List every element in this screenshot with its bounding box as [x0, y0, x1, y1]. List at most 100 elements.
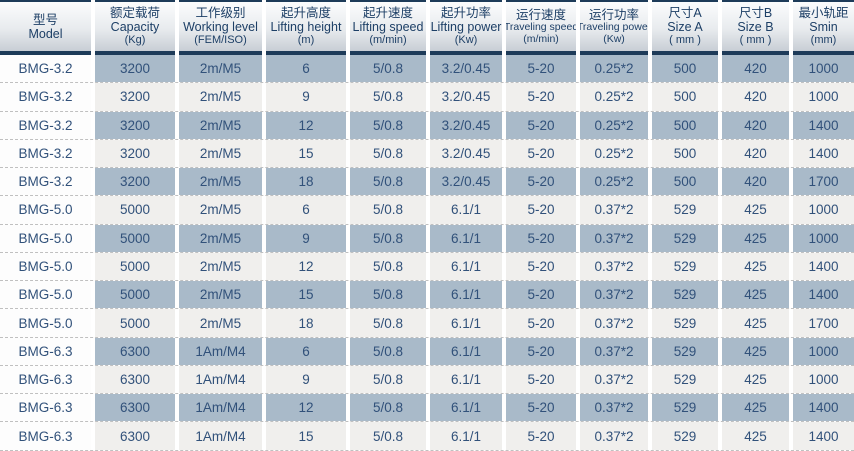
header-unit: ( mm ) — [669, 34, 701, 47]
value-cell-size-b: 420 — [722, 168, 789, 196]
value-cell-size-a: 529 — [652, 394, 718, 422]
value-cell-smin: 1400 — [793, 252, 854, 281]
value-cell-traveling-speed: 5-20 — [506, 139, 576, 168]
header-cell-lifting-power: 起升功率 Lifting power (Kw) — [430, 0, 502, 55]
header-label-zh: 尺寸B — [738, 6, 773, 21]
value-cell-working-level: 2m/M5 — [179, 281, 262, 309]
value-cell-traveling-speed: 5-20 — [506, 83, 576, 111]
header-label-zh: 尺寸A — [668, 6, 702, 21]
header-cell-size-b: 尺寸B Size B( mm ) — [722, 0, 789, 55]
value-cell-smin: 1400 — [793, 111, 854, 139]
value-cell-traveling-speed: 5-20 — [506, 55, 576, 83]
table-row: BMG-5.0 5000 2m/M5 6 5/0.8 6.1/1 5-20 0.37*2 529… — [0, 196, 854, 225]
model-cell: BMG-3.2 — [0, 111, 91, 139]
header-cell-smin: 最小轨距 Smin (mm) — [793, 0, 854, 55]
table-body: BMG-3.2 3200 2m/M5 6 5/0.8 3.2/0.45 5-20 0.25*2… — [0, 55, 854, 451]
table-row: BMG-3.2 3200 2m/M5 12 5/0.8 3.2/0.45 5-20 0.25*… — [0, 111, 854, 140]
value-cell-capacity: 6300 — [95, 365, 175, 394]
model-cell: BMG-5.0 — [0, 224, 91, 252]
value-cell-lifting-height: 9 — [266, 224, 346, 252]
value-cell-lifting-speed: 5/0.8 — [350, 365, 426, 394]
model-cell: BMG-6.3 — [0, 337, 91, 365]
header-label-en: Working level — [183, 20, 258, 35]
value-cell-lifting-speed: 5/0.8 — [350, 196, 426, 224]
header-label-en: Lifting height — [270, 20, 342, 35]
header-unit: (m) — [297, 34, 315, 47]
value-cell-traveling-speed: 5-20 — [506, 422, 576, 450]
header-unit: (Kg) — [124, 34, 146, 47]
header-cell-lifting-speed: 起升速度 Lifting speed (m/min) — [350, 0, 426, 55]
value-cell-lifting-speed: 5/0.8 — [350, 224, 426, 252]
value-cell-lifting-speed: 5/0.8 — [350, 309, 426, 337]
value-cell-smin: 1700 — [793, 309, 854, 337]
table-row: BMG-5.0 5000 2m/M5 12 5/0.8 6.1/1 5-20 0.37*2 52… — [0, 252, 854, 282]
model-cell: BMG-3.2 — [0, 139, 91, 168]
value-cell-lifting-speed: 5/0.8 — [350, 55, 426, 83]
header-label-zh: 最小轨距 — [798, 6, 849, 21]
value-cell-lifting-height: 6 — [266, 337, 346, 365]
value-cell-size-b: 425 — [722, 337, 789, 365]
table-row: BMG-5.0 5000 2m/M5 9 5/0.8 6.1/1 5-20 0.37*2 529… — [0, 224, 854, 253]
model-cell: BMG-5.0 — [0, 252, 91, 281]
model-cell: BMG-6.3 — [0, 394, 91, 422]
value-cell-size-a: 500 — [652, 55, 718, 83]
table-row: BMG-6.3 6300 1Am/M4 12 5/0.8 6.1/1 5-20 0.37*2 5… — [0, 394, 854, 423]
value-cell-smin: 1000 — [793, 83, 854, 111]
value-cell-working-level: 1Am/M4 — [179, 365, 262, 394]
value-cell-lifting-height: 6 — [266, 55, 346, 83]
value-cell-size-b: 420 — [722, 111, 789, 139]
header-cell-capacity: 额定载荷 Capacity (Kg) — [95, 0, 175, 55]
model-cell: BMG-5.0 — [0, 196, 91, 224]
header-label-zh: 额定载荷 — [109, 6, 160, 21]
value-cell-lifting-power: 6.1/1 — [430, 394, 502, 422]
value-cell-lifting-power: 3.2/0.45 — [430, 168, 502, 196]
value-cell-traveling-speed: 5-20 — [506, 224, 576, 252]
value-cell-smin: 1700 — [793, 168, 854, 196]
value-cell-capacity: 5000 — [95, 224, 175, 252]
value-cell-working-level: 2m/M5 — [179, 83, 262, 111]
value-cell-lifting-speed: 5/0.8 — [350, 394, 426, 422]
value-cell-size-b: 425 — [722, 281, 789, 309]
value-cell-size-a: 500 — [652, 139, 718, 168]
value-cell-lifting-height: 9 — [266, 365, 346, 394]
header-unit: (FEM/ISO) — [194, 34, 247, 47]
value-cell-lifting-height: 6 — [266, 196, 346, 224]
value-cell-capacity: 6300 — [95, 337, 175, 365]
model-cell: BMG-3.2 — [0, 55, 91, 83]
value-cell-lifting-speed: 5/0.8 — [350, 139, 426, 168]
value-cell-smin: 1000 — [793, 196, 854, 224]
value-cell-lifting-power: 3.2/0.45 — [430, 55, 502, 83]
value-cell-lifting-height: 18 — [266, 309, 346, 337]
header-cell-traveling-speed: 运行速度 Traveling speed (m/min) — [506, 0, 576, 55]
value-cell-capacity: 3200 — [95, 55, 175, 83]
value-cell-traveling-power: 0.25*2 — [580, 111, 648, 139]
value-cell-traveling-power: 0.25*2 — [580, 139, 648, 168]
value-cell-lifting-speed: 5/0.8 — [350, 281, 426, 309]
value-cell-traveling-power: 0.37*2 — [580, 309, 648, 337]
value-cell-capacity: 3200 — [95, 83, 175, 111]
value-cell-lifting-power: 6.1/1 — [430, 196, 502, 224]
value-cell-size-b: 425 — [722, 394, 789, 422]
value-cell-size-b: 425 — [722, 422, 789, 450]
model-cell: BMG-5.0 — [0, 281, 91, 309]
table-row: BMG-5.0 5000 2m/M5 18 5/0.8 6.1/1 5-20 0.37*2 52… — [0, 309, 854, 338]
header-label-zh: 起升高度 — [280, 6, 331, 21]
value-cell-lifting-speed: 5/0.8 — [350, 252, 426, 281]
header-label-zh: 工作级别 — [195, 6, 246, 21]
value-cell-lifting-power: 3.2/0.45 — [430, 111, 502, 139]
value-cell-traveling-power: 0.25*2 — [580, 83, 648, 111]
value-cell-lifting-height: 12 — [266, 252, 346, 281]
header-cell-working-level: 工作级别 Working level (FEM/ISO) — [179, 0, 262, 55]
header-cell-model: 型号 Model — [0, 0, 91, 55]
header-label-zh: 起升功率 — [440, 6, 491, 21]
value-cell-size-a: 529 — [652, 365, 718, 394]
header-unit: (m/min) — [523, 32, 559, 45]
value-cell-size-b: 425 — [722, 196, 789, 224]
value-cell-traveling-power: 0.37*2 — [580, 394, 648, 422]
value-cell-size-a: 500 — [652, 111, 718, 139]
header-unit: (mm) — [810, 34, 837, 47]
header-label-en: Lifting speed — [352, 20, 424, 35]
header-unit: (Kw) — [603, 32, 625, 45]
value-cell-traveling-speed: 5-20 — [506, 337, 576, 365]
